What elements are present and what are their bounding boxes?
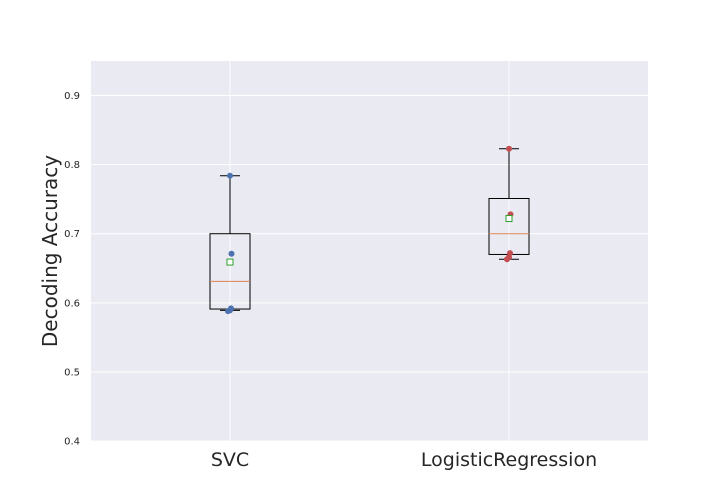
data-point (225, 308, 231, 315)
x-tick-label: SVC (211, 449, 249, 471)
y-tick-label: 0.9 (64, 91, 80, 102)
plot-area (91, 61, 648, 441)
mean-marker (505, 215, 513, 223)
data-point (227, 172, 233, 179)
box-group (209, 172, 251, 315)
y-tick-label: 0.4 (64, 437, 80, 448)
y-tick-label: 0.6 (64, 298, 80, 309)
y-tick-label: 0.7 (64, 229, 80, 240)
y-tick-label: 0.5 (64, 367, 80, 378)
data-point (228, 250, 235, 257)
gridlines (91, 61, 648, 442)
y-axis-ticks: 0.4 0.5 0.6 0.7 0.8 0.9 (64, 91, 80, 447)
x-axis-ticks: SVC LogisticRegression (211, 449, 597, 471)
box-group (488, 145, 530, 263)
mean-marker (226, 258, 234, 266)
x-tick-label: LogisticRegression (421, 449, 597, 471)
boxes (209, 145, 530, 315)
data-point (506, 145, 512, 152)
data-point (504, 256, 510, 263)
y-tick-label: 0.8 (64, 160, 80, 171)
y-axis-label: Decoding Accuracy (38, 155, 62, 347)
